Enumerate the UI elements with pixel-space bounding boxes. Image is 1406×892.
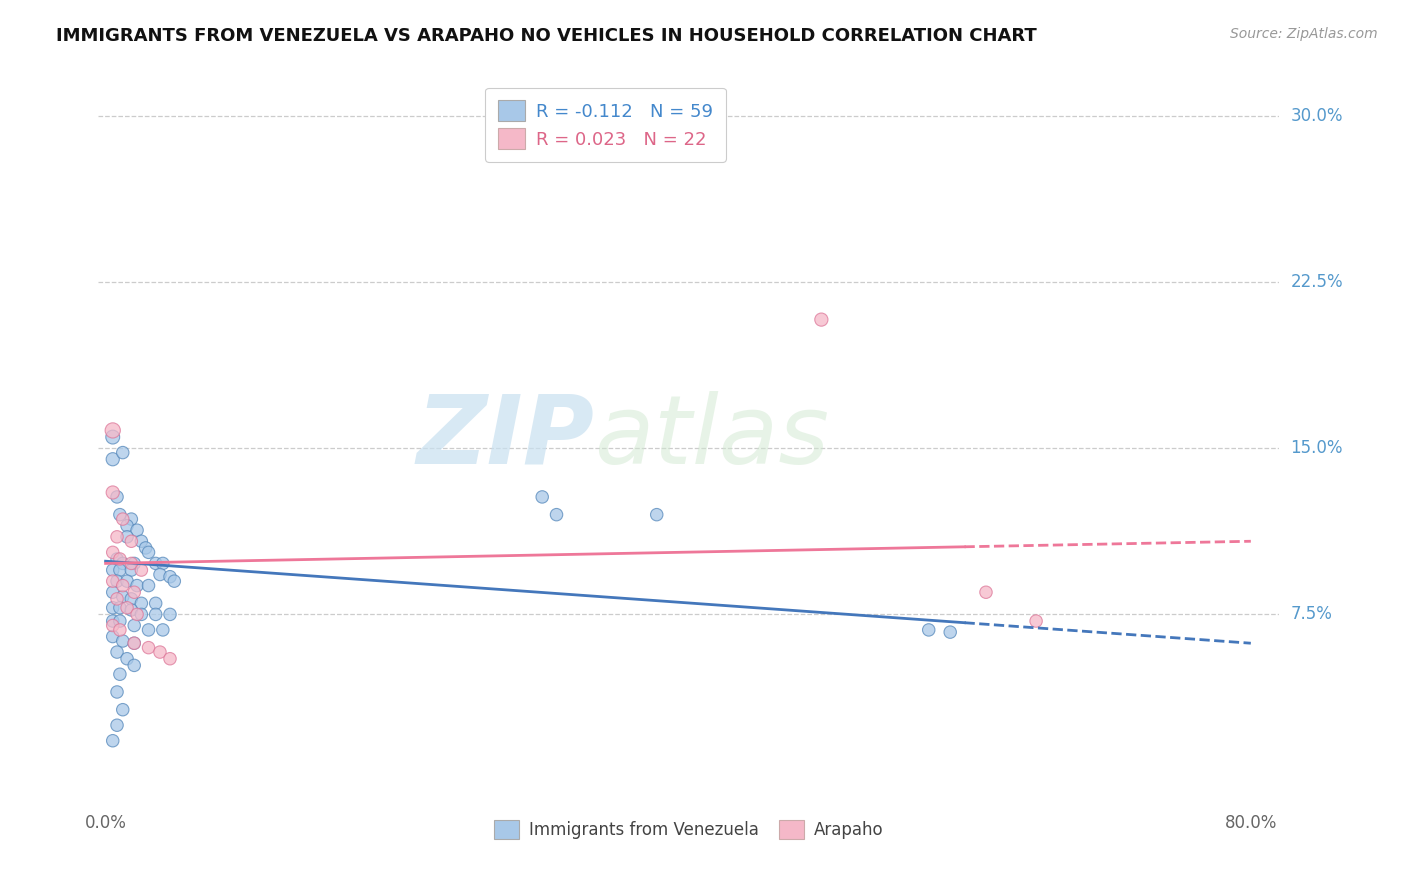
Point	[101, 630, 124, 644]
Point	[120, 591, 142, 606]
Text: 7.5%: 7.5%	[1291, 606, 1333, 624]
Text: IMMIGRANTS FROM VENEZUELA VS ARAPAHO NO VEHICLES IN HOUSEHOLD CORRELATION CHART: IMMIGRANTS FROM VENEZUELA VS ARAPAHO NO …	[56, 27, 1038, 45]
Point	[122, 585, 145, 599]
Point	[111, 578, 134, 592]
Point	[120, 603, 142, 617]
Point	[138, 545, 160, 559]
Text: atlas: atlas	[595, 391, 830, 483]
Point	[108, 667, 131, 681]
Point	[163, 574, 186, 589]
Text: 30.0%: 30.0%	[1291, 107, 1343, 125]
Point	[125, 523, 148, 537]
Point	[145, 607, 167, 622]
Point	[101, 585, 124, 599]
Point	[159, 570, 181, 584]
Point	[149, 645, 172, 659]
Point	[131, 607, 153, 622]
Point	[108, 623, 131, 637]
Point	[105, 685, 128, 699]
Y-axis label: No Vehicles in Household: No Vehicles in Household	[0, 332, 8, 542]
Point	[105, 552, 128, 566]
Text: 15.0%: 15.0%	[1291, 439, 1343, 458]
Point	[152, 623, 174, 637]
Point	[120, 557, 142, 571]
Point	[101, 424, 124, 438]
Point	[111, 590, 134, 604]
Point	[125, 607, 148, 622]
Point	[105, 645, 128, 659]
Point	[108, 552, 131, 566]
Point	[101, 452, 124, 467]
Point	[108, 508, 131, 522]
Point	[108, 614, 131, 628]
Point	[125, 578, 148, 592]
Point	[159, 607, 181, 622]
Point	[111, 703, 134, 717]
Point	[159, 651, 181, 665]
Point	[108, 563, 131, 577]
Point	[138, 578, 160, 592]
Point	[111, 512, 134, 526]
Point	[138, 623, 160, 637]
Point	[105, 718, 128, 732]
Point	[122, 636, 145, 650]
Point	[131, 534, 153, 549]
Point	[105, 530, 128, 544]
Text: 22.5%: 22.5%	[1291, 273, 1343, 291]
Point	[645, 508, 668, 522]
Point	[111, 634, 134, 648]
Point	[111, 445, 134, 459]
Point	[115, 574, 138, 589]
Point	[101, 733, 124, 747]
Point	[108, 600, 131, 615]
Point	[918, 623, 941, 637]
Point	[115, 530, 138, 544]
Point	[810, 312, 832, 326]
Legend: Immigrants from Venezuela, Arapaho: Immigrants from Venezuela, Arapaho	[488, 814, 890, 846]
Point	[939, 625, 962, 640]
Point	[101, 485, 124, 500]
Point	[974, 585, 997, 599]
Point	[111, 557, 134, 571]
Point	[122, 658, 145, 673]
Point	[152, 557, 174, 571]
Point	[101, 618, 124, 632]
Point	[546, 508, 568, 522]
Point	[105, 591, 128, 606]
Point	[120, 512, 142, 526]
Point	[122, 636, 145, 650]
Point	[101, 600, 124, 615]
Point	[1025, 614, 1047, 628]
Point	[546, 120, 568, 134]
Point	[122, 618, 145, 632]
Point	[138, 640, 160, 655]
Point	[115, 651, 138, 665]
Point	[115, 518, 138, 533]
Point	[101, 545, 124, 559]
Point	[120, 534, 142, 549]
Text: Source: ZipAtlas.com: Source: ZipAtlas.com	[1230, 27, 1378, 41]
Point	[131, 563, 153, 577]
Point	[135, 541, 157, 555]
Point	[120, 563, 142, 577]
Point	[101, 574, 124, 589]
Point	[145, 557, 167, 571]
Point	[101, 430, 124, 444]
Point	[101, 563, 124, 577]
Point	[105, 574, 128, 589]
Point	[115, 600, 138, 615]
Text: ZIP: ZIP	[416, 391, 595, 483]
Point	[145, 596, 167, 610]
Point	[105, 490, 128, 504]
Point	[149, 567, 172, 582]
Point	[101, 614, 124, 628]
Point	[131, 596, 153, 610]
Point	[531, 490, 554, 504]
Point	[122, 557, 145, 571]
